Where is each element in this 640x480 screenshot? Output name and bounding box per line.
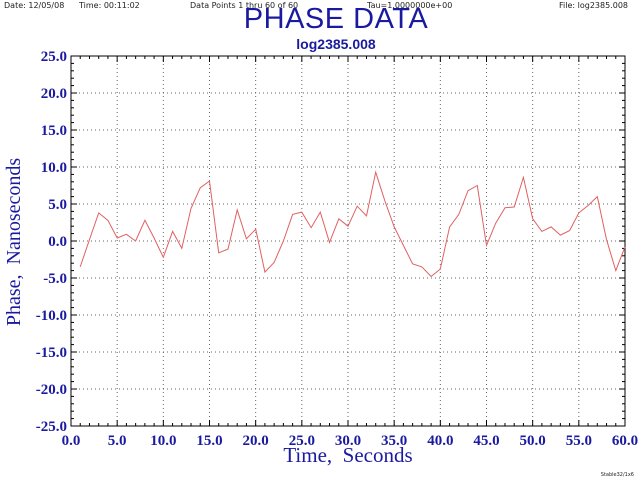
y-tick-label: -5.0	[43, 271, 67, 287]
y-tick-label: 25.0	[41, 49, 67, 65]
grid	[71, 56, 625, 426]
x-axis-label: Time, Seconds	[283, 443, 412, 467]
header-tau: Tau=1.0000000e+00	[367, 1, 453, 10]
x-tick-label: 50.0	[520, 433, 546, 449]
y-tick-label: -20.0	[36, 382, 67, 398]
y-tick-label: 5.0	[48, 197, 67, 213]
x-tick-label: 40.0	[427, 433, 453, 449]
x-tick-label: 20.0	[243, 433, 269, 449]
chart-title: PHASE DATA	[243, 3, 429, 35]
header-data-points: Data Points 1 thru 60 of 60	[190, 1, 299, 10]
x-tick-label: 10.0	[150, 433, 176, 449]
chart-subtitle: log2385.008	[296, 36, 376, 52]
x-tick-label: 25.0	[289, 433, 315, 449]
header-file: File: log2385.008	[559, 1, 628, 10]
y-tick-label: 20.0	[41, 86, 67, 102]
footer-tag: Stable32/1x6	[600, 472, 634, 478]
x-tick-label: 5.0	[108, 433, 127, 449]
x-tick-label: 45.0	[473, 433, 499, 449]
header-time: Time: 00:11:02	[79, 1, 140, 10]
x-tick-label: 35.0	[381, 433, 407, 449]
axis-ticks	[70, 55, 626, 427]
y-tick-label: -15.0	[36, 345, 67, 361]
x-tick-label: 30.0	[335, 433, 361, 449]
y-axis-label: Phase, Nanoseconds	[3, 158, 25, 327]
x-tick-label: 60.0	[612, 433, 638, 449]
y-tick-label: -10.0	[36, 308, 67, 324]
x-tick-label: 55.0	[566, 433, 592, 449]
y-tick-label: 10.0	[41, 160, 67, 176]
series-line-phase	[79, 170, 626, 278]
x-tick-label: 0.0	[62, 433, 81, 449]
tick-labels: 0.0 5.0 10.0 15.0 20.0 25.0 30.0 35.0 40.0 45.0 50…	[36, 49, 638, 449]
y-tick-label: -25.0	[36, 419, 67, 435]
header-date: Date: 12/05/08	[4, 1, 65, 10]
y-tick-label: 0.0	[48, 234, 67, 250]
y-tick-label: 15.0	[41, 123, 67, 139]
x-tick-label: 15.0	[196, 433, 222, 449]
